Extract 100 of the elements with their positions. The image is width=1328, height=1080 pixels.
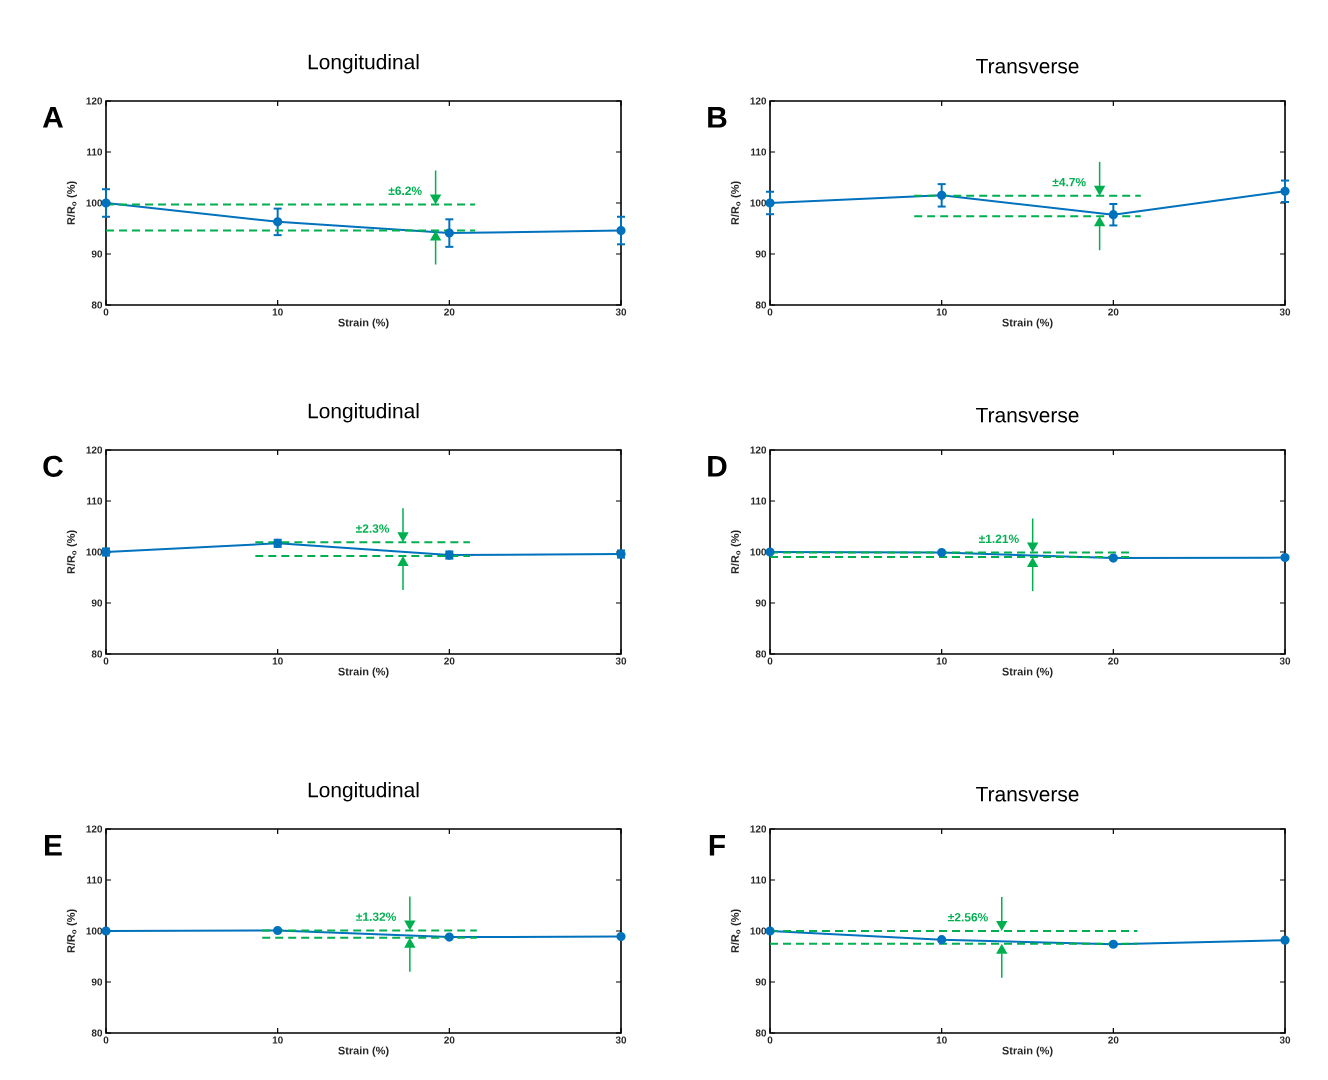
annotation: ±2.3% (355, 524, 390, 533)
text: C (43, 455, 63, 477)
y-tick-label: 90 (755, 599, 767, 607)
y-axis-title: R/R$_{o}$ (%) (66, 909, 78, 953)
x-tick-label: 0 (767, 657, 773, 665)
x-tick-label: 20 (1108, 1036, 1119, 1044)
x-tick-label: 0 (103, 657, 109, 665)
y-tick-label: 80 (755, 650, 767, 658)
text: D (708, 456, 727, 477)
y-tick-label: 90 (91, 978, 103, 986)
point (765, 547, 775, 557)
y-tick-label: 100 (750, 927, 767, 935)
x-tick-label: 30 (615, 657, 627, 665)
x-tick-label: 20 (444, 657, 455, 665)
x-axis-title: Strain (%) (1002, 318, 1053, 329)
point (273, 925, 283, 936)
x-tick-label: 10 (272, 657, 283, 665)
y-tick-label: 120 (750, 825, 767, 833)
y-tick-label: 80 (755, 301, 767, 309)
y-tick-label: 80 (755, 1029, 767, 1037)
y-tick-label: 100 (750, 199, 767, 207)
y-tick-label: 100 (750, 548, 767, 556)
text: E (44, 835, 62, 856)
x-axis-title: Strain (%) (1002, 667, 1053, 678)
y-tick-label: 120 (750, 97, 767, 105)
chart-title: Transverse (976, 407, 1079, 423)
point (765, 926, 775, 936)
x-tick-label: 10 (272, 308, 283, 316)
annotation: ±1.32% (356, 912, 397, 921)
y-tick-label: 80 (91, 650, 103, 658)
point (444, 932, 454, 942)
x-tick-label: 20 (444, 308, 455, 316)
point (444, 228, 454, 238)
annotation: ±2.56% (948, 913, 988, 922)
point (273, 217, 283, 227)
y-tick-label: 90 (91, 250, 103, 258)
y-tick-label: 100 (86, 199, 103, 207)
x-tick-label: 30 (1279, 657, 1291, 665)
y-axis-title: R/R$_{o}$ (%) (66, 530, 78, 574)
point (1108, 553, 1118, 563)
x-tick-label: 20 (1108, 308, 1119, 316)
x-tick-label: 30 (615, 1036, 627, 1044)
point (1280, 935, 1290, 945)
text: B (708, 107, 727, 128)
x-axis-title: Strain (%) (338, 1046, 389, 1057)
y-axis-title: R/R$_{o}$ (%) (730, 530, 742, 574)
point (616, 225, 626, 236)
y-tick-label: 90 (755, 250, 767, 258)
point (101, 926, 111, 936)
y-tick-label: 80 (91, 301, 103, 309)
text: F (709, 835, 725, 856)
x-tick-label: 10 (936, 1036, 947, 1044)
y-tick-label: 100 (86, 548, 103, 556)
y-tick-label: 110 (751, 148, 767, 156)
annotation: ±4.7% (1052, 177, 1086, 187)
x-axis-title: Strain (%) (1002, 1046, 1053, 1057)
x-tick-label: 0 (103, 1036, 109, 1044)
x-tick-label: 30 (1279, 1036, 1291, 1044)
x-tick-label: 20 (444, 1036, 455, 1044)
y-tick-label: 100 (86, 927, 103, 935)
x-tick-label: 0 (767, 308, 773, 316)
chart-title: Longitudinal (308, 54, 419, 74)
y-tick-label: 120 (86, 446, 103, 454)
x-tick-label: 10 (936, 308, 947, 316)
point (1280, 186, 1290, 196)
y-tick-label: 110 (87, 876, 103, 884)
point (937, 935, 947, 945)
x-tick-label: 10 (272, 1036, 283, 1044)
y-tick-label: 110 (87, 148, 103, 156)
y-tick-label: 110 (87, 497, 103, 505)
x-tick-label: 30 (615, 308, 627, 316)
point (101, 198, 111, 208)
x-tick-label: 0 (767, 1036, 773, 1044)
point (616, 932, 626, 942)
y-tick-label: 110 (751, 876, 767, 884)
point (1280, 553, 1290, 563)
y-tick-label: 80 (91, 1029, 103, 1037)
point (937, 547, 947, 558)
point (937, 190, 947, 200)
text: A (42, 107, 63, 128)
x-axis-title: Strain (%) (338, 318, 389, 329)
y-tick-label: 120 (750, 446, 767, 454)
y-tick-label: 90 (755, 978, 767, 986)
y-axis-title: R/R$_{o}$ (%) (66, 181, 78, 225)
point (1108, 210, 1118, 220)
x-tick-label: 0 (103, 308, 109, 316)
chart-title: Longitudinal (308, 403, 419, 423)
chart-title: Transverse (976, 786, 1079, 802)
y-tick-label: 120 (86, 97, 103, 105)
point (765, 198, 775, 208)
point (1108, 939, 1118, 949)
x-tick-label: 20 (1108, 657, 1119, 665)
x-tick-label: 10 (936, 657, 947, 665)
y-tick-label: 120 (86, 825, 103, 833)
y-tick-label: 90 (91, 599, 103, 607)
y-axis-title: R/R$_{o}$ (%) (730, 909, 742, 953)
y-tick-label: 110 (751, 497, 767, 505)
annotation: ±6.2% (388, 186, 422, 195)
x-axis-title: Strain (%) (338, 667, 389, 678)
chart-title: Transverse (976, 58, 1079, 74)
